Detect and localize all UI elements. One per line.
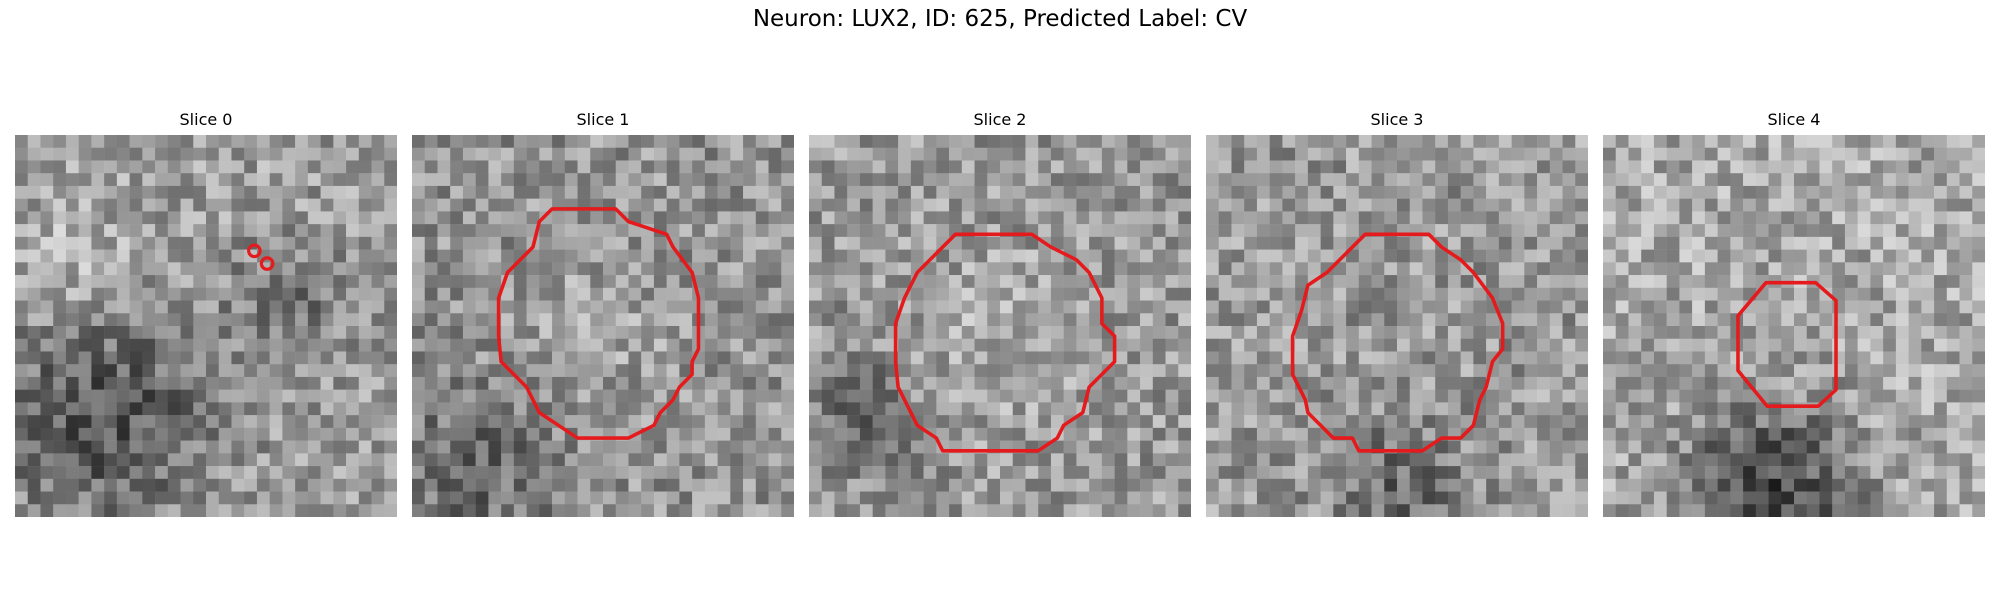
- slice-panel-0: Slice 0: [15, 110, 397, 517]
- slice-panel-4: Slice 4: [1603, 110, 1985, 517]
- slice-panel-1: Slice 1: [412, 110, 794, 517]
- slice-image: [412, 135, 794, 517]
- slice-image: [809, 135, 1191, 517]
- roi-contour: [893, 232, 1117, 453]
- roi-contour: [496, 207, 701, 440]
- roi-contour: [247, 243, 262, 259]
- pixel-grid: [412, 135, 794, 517]
- slice-panel-3: Slice 3: [1206, 110, 1588, 517]
- pixel-grid: [809, 135, 1191, 517]
- roi-contour: [1290, 232, 1505, 453]
- slice-title: Slice 4: [1767, 110, 1821, 129]
- pixel-grid: [1603, 135, 1985, 517]
- slice-title: Slice 2: [973, 110, 1027, 129]
- roi-contour: [1736, 280, 1838, 409]
- pixel-grid: [1206, 135, 1588, 517]
- slice-panel-2: Slice 2: [809, 110, 1191, 517]
- slice-title: Slice 1: [576, 110, 630, 129]
- slice-title: Slice 3: [1370, 110, 1424, 129]
- roi-contour: [259, 256, 275, 271]
- pixel-grid: [15, 135, 397, 517]
- slice-image: [15, 135, 397, 517]
- slice-image: [1603, 135, 1985, 517]
- slice-image: [1206, 135, 1588, 517]
- figure-title: Neuron: LUX2, ID: 625, Predicted Label: …: [752, 6, 1248, 32]
- slice-title: Slice 0: [179, 110, 233, 129]
